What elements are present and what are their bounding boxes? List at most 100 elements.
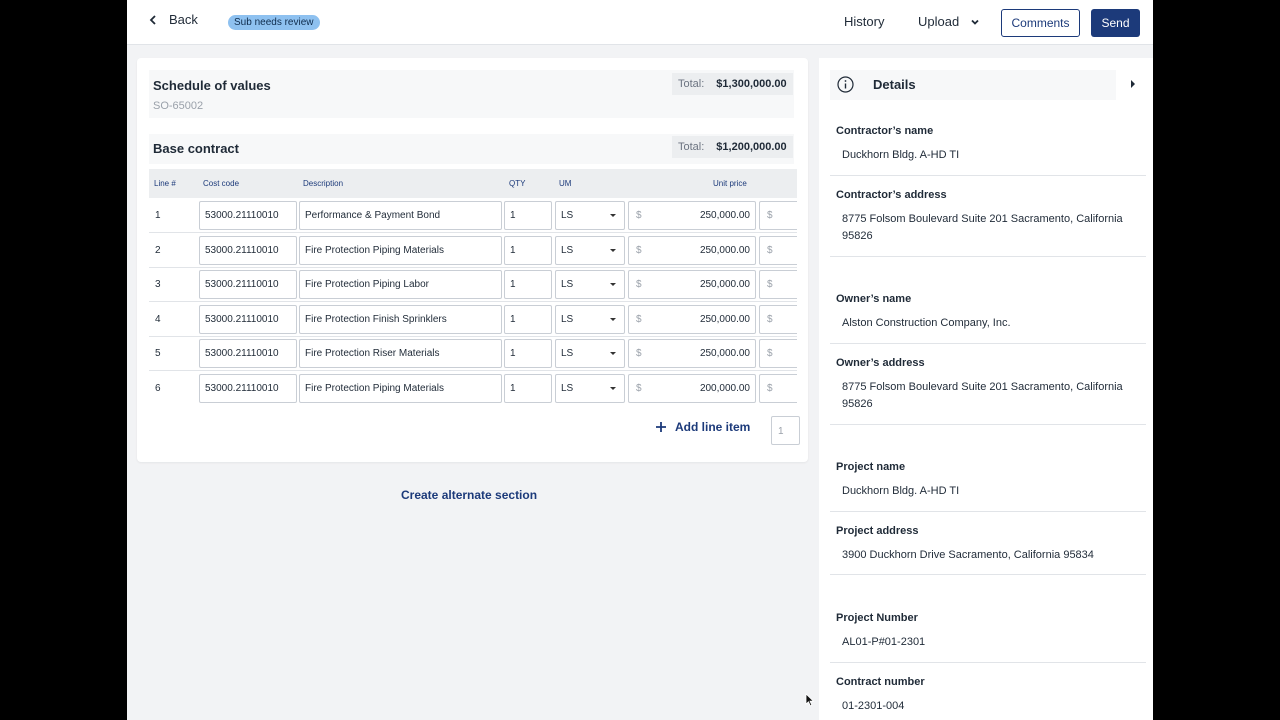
unit-price-value: 250,000.00 bbox=[699, 244, 750, 256]
create-alternate-section-link[interactable]: Create alternate section bbox=[401, 488, 538, 502]
add-line-item-label: Add line item bbox=[675, 420, 751, 434]
divider bbox=[830, 256, 1146, 257]
detail-value: 8775 Folsom Boulevard Suite 201 Sacramen… bbox=[842, 381, 1123, 410]
total-price-input[interactable]: $ bbox=[759, 339, 797, 368]
table-row: 6 53000.21110010 Fire Protection Piping Ma… bbox=[149, 372, 797, 405]
qty-input[interactable]: 1 bbox=[504, 304, 552, 334]
caret-down-icon bbox=[610, 352, 616, 355]
unit-price-input[interactable]: $250,000.00 bbox=[628, 339, 756, 368]
table-row: 2 53000.21110010 Fire Protection Piping Ma… bbox=[149, 234, 797, 268]
total-price-input[interactable]: $ bbox=[759, 373, 797, 403]
detail-value: Duckhorn Bldg. A-HD TI bbox=[842, 485, 960, 497]
details-header bbox=[830, 70, 1116, 100]
divider bbox=[830, 511, 1146, 512]
divider bbox=[830, 662, 1146, 663]
status-badge: Sub needs review bbox=[228, 15, 320, 30]
divider bbox=[830, 574, 1146, 575]
um-select[interactable]: LS bbox=[555, 304, 625, 334]
send-button[interactable]: Send bbox=[1091, 9, 1140, 37]
detail-label: Contractor’s address bbox=[836, 189, 947, 201]
cost-code-input[interactable]: 53000.21110010 bbox=[199, 235, 297, 265]
um-select[interactable]: LS bbox=[555, 339, 625, 368]
back-button[interactable]: Back bbox=[147, 12, 198, 27]
unit-price-input[interactable]: $250,000.00 bbox=[628, 304, 756, 334]
detail-label: Project Number bbox=[836, 612, 918, 624]
detail-value: Duckhorn Bldg. A-HD TI bbox=[842, 149, 960, 161]
um-select[interactable]: LS bbox=[555, 373, 625, 403]
detail-value: AL01-P#01-2301 bbox=[842, 636, 926, 648]
schedule-total: Total: $1,300,000.00 bbox=[672, 73, 793, 95]
info-icon bbox=[837, 76, 854, 93]
base-contract-total-label: Total: bbox=[678, 141, 705, 153]
history-link[interactable]: History bbox=[844, 14, 884, 29]
schedule-card: Schedule of values SO-65002 Total: $1,30… bbox=[137, 58, 808, 462]
back-label: Back bbox=[169, 12, 198, 27]
total-price-input[interactable]: $ bbox=[759, 304, 797, 334]
unit-price-input[interactable]: $250,000.00 bbox=[628, 270, 756, 299]
divider bbox=[830, 175, 1146, 176]
caret-down-icon bbox=[610, 248, 616, 252]
caret-down-icon bbox=[610, 214, 616, 217]
unit-price-value: 250,000.00 bbox=[699, 279, 750, 290]
currency-symbol: $ bbox=[636, 210, 642, 221]
description-input[interactable]: Fire Protection Finish Sprinklers bbox=[299, 304, 502, 334]
divider bbox=[830, 424, 1146, 425]
table-row: 5 53000.21110010 Fire Protection Riser Mat… bbox=[149, 337, 797, 371]
unit-price-input[interactable]: $200,000.00 bbox=[628, 373, 756, 403]
base-contract-total-value: $1,200,000.00 bbox=[716, 141, 787, 153]
details-title: Details bbox=[873, 77, 916, 92]
cost-code-input[interactable]: 53000.21110010 bbox=[199, 201, 297, 230]
um-value: LS bbox=[561, 382, 574, 394]
currency-symbol: $ bbox=[636, 313, 642, 325]
description-input[interactable]: Fire Protection Piping Materials bbox=[299, 235, 502, 265]
detail-label: Owner’s address bbox=[836, 357, 925, 369]
qty-input[interactable]: 1 bbox=[504, 235, 552, 265]
total-price-input[interactable]: $ bbox=[759, 270, 797, 299]
line-number: 2 bbox=[155, 244, 161, 256]
currency-symbol: $ bbox=[767, 313, 773, 325]
cost-code-input[interactable]: 53000.21110010 bbox=[199, 270, 297, 299]
col-description: Description bbox=[303, 179, 344, 188]
detail-label: Owner’s name bbox=[836, 293, 912, 305]
caret-down-icon bbox=[610, 386, 616, 390]
details-panel: Details Contractor’s name Duckhorn Bldg. … bbox=[819, 58, 1153, 720]
qty-input[interactable]: 1 bbox=[504, 339, 552, 368]
unit-price-input[interactable]: $250,000.00 bbox=[628, 235, 756, 265]
currency-symbol: $ bbox=[767, 210, 773, 221]
schedule-id: SO-65002 bbox=[153, 100, 204, 112]
description-input[interactable]: Fire Protection Riser Materials bbox=[299, 339, 502, 368]
history-label: History bbox=[844, 14, 885, 29]
collapse-arrow-icon[interactable] bbox=[1131, 80, 1135, 88]
um-select[interactable]: LS bbox=[555, 270, 625, 299]
qty-input[interactable]: 1 bbox=[504, 373, 552, 403]
table-row: 4 53000.21110010 Fire Protection Finish Sp… bbox=[149, 303, 797, 337]
line-number: 4 bbox=[155, 313, 161, 325]
comments-button[interactable]: Comments bbox=[1001, 9, 1080, 37]
caret-down-icon bbox=[610, 283, 616, 286]
cost-code-input[interactable]: 53000.21110010 bbox=[199, 304, 297, 334]
description-input[interactable]: Fire Protection Piping Materials bbox=[299, 373, 502, 403]
description-input[interactable]: Fire Protection Piping Labor bbox=[299, 270, 502, 299]
detail-label: Contract number bbox=[836, 676, 925, 688]
um-select[interactable]: LS bbox=[555, 201, 625, 230]
total-price-input[interactable]: $ bbox=[759, 201, 797, 230]
total-price-input[interactable]: $ bbox=[759, 235, 797, 265]
cost-code-input[interactable]: 53000.21110010 bbox=[199, 339, 297, 368]
table-header: Line # Cost code Description QTY UM Unit… bbox=[149, 169, 797, 198]
add-line-qty-input[interactable]: 1 bbox=[771, 416, 800, 445]
detail-label: Project address bbox=[836, 525, 919, 537]
um-select[interactable]: LS bbox=[555, 235, 625, 265]
qty-input[interactable]: 1 bbox=[504, 201, 552, 230]
mouse-cursor-icon bbox=[805, 693, 815, 707]
chevron-down-icon bbox=[971, 19, 979, 25]
description-input[interactable]: Performance & Payment Bond bbox=[299, 201, 502, 230]
qty-input[interactable]: 1 bbox=[504, 270, 552, 299]
um-value: LS bbox=[561, 313, 574, 325]
cost-code-input[interactable]: 53000.21110010 bbox=[199, 373, 297, 403]
detail-label: Project name bbox=[836, 461, 906, 473]
unit-price-input[interactable]: $250,000.00 bbox=[628, 201, 756, 230]
upload-dropdown[interactable]: Upload bbox=[918, 14, 981, 29]
unit-price-value: 250,000.00 bbox=[699, 348, 750, 359]
detail-value: 3900 Duckhorn Drive Sacramento, Californ… bbox=[842, 549, 1094, 561]
add-line-item-button[interactable]: Add line item bbox=[655, 420, 750, 434]
